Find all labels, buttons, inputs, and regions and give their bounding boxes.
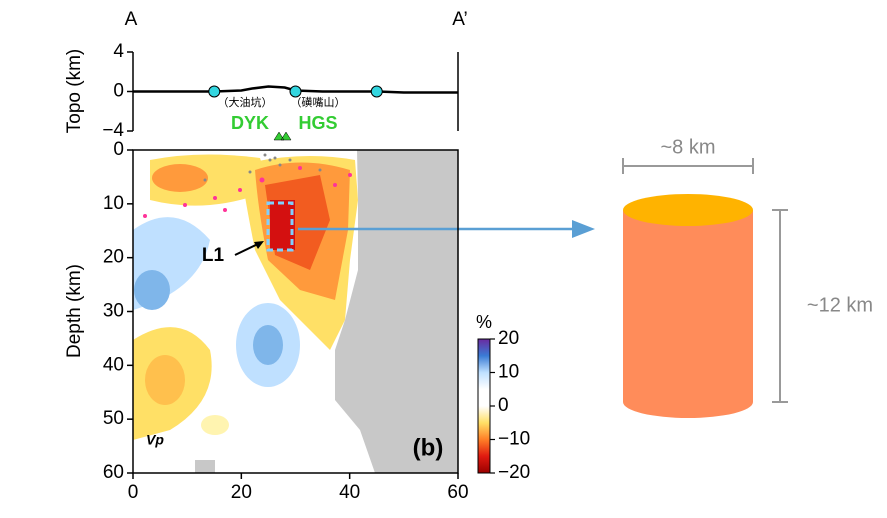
section-end-label: A’ (452, 9, 467, 30)
height-label: ~12 km (807, 294, 873, 316)
station-marker (370, 85, 383, 98)
y-axis-label: Depth (km) (64, 264, 85, 358)
dimension-lines (622, 158, 788, 403)
station-triangles (273, 131, 292, 141)
y-tick-label: 20 (103, 247, 124, 268)
variable-label: Vp (146, 432, 164, 448)
y-tick-label: −4 (102, 120, 124, 141)
station-code: HGS (298, 113, 337, 133)
cylinder (623, 194, 753, 418)
y-tick-label: 30 (103, 301, 124, 322)
y-tick-label: 40 (103, 354, 124, 375)
y-tick-label: 50 (103, 408, 124, 429)
section-start-label: A (125, 9, 138, 30)
topo-line (133, 85, 458, 94)
width-label: ~8 km (660, 136, 715, 158)
y-axis-label: Topo (km) (64, 49, 85, 133)
station-name: （磺嘴山） (291, 95, 346, 109)
station-marker (208, 85, 221, 98)
y-tick-label: 0 (113, 81, 124, 102)
colorbar-tick-label: 10 (498, 362, 519, 383)
y-tick-label: 4 (113, 41, 124, 62)
x-tick-label: 20 (231, 482, 252, 503)
tomography-image (133, 150, 458, 473)
y-tick-label: 60 (103, 462, 124, 483)
station-name: （大油坑） (218, 95, 273, 109)
colorbar (477, 338, 491, 474)
colorbar-tick-label: −10 (498, 429, 530, 450)
x-tick-label: 60 (447, 482, 468, 503)
panel-label: (b) (413, 434, 444, 461)
x-tick-label: 0 (128, 482, 139, 503)
station-marker (289, 85, 302, 98)
station-code: DYK (231, 113, 269, 133)
colorbar-tick-label: 0 (498, 395, 509, 416)
arrow-head (572, 220, 595, 238)
y-tick-label: 0 (113, 139, 124, 160)
colorbar-tick-label: −20 (498, 462, 530, 483)
x-tick-label: 40 (339, 482, 360, 503)
colorbar-title: % (476, 312, 492, 332)
colorbar-tick-label: 20 (498, 328, 519, 349)
y-tick-label: 10 (103, 193, 124, 214)
anomaly-label: L1 (202, 245, 225, 266)
